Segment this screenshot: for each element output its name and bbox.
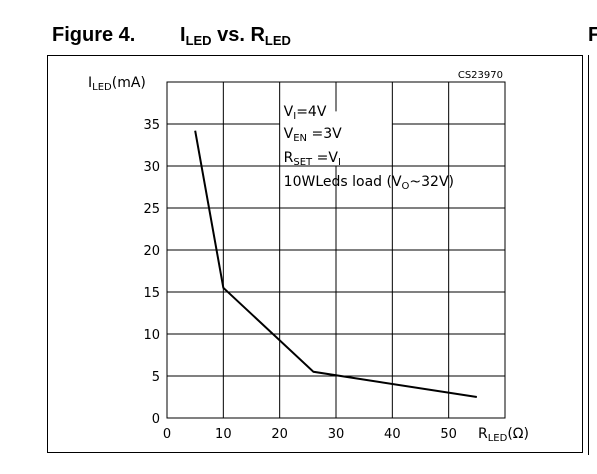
x-tick-label-50: 50 — [440, 427, 457, 442]
y-tick-label-10: 10 — [143, 328, 160, 343]
y-tick-label-0: 0 — [152, 412, 160, 427]
plot-border — [166, 81, 506, 419]
title-sub-led: LED — [185, 33, 212, 48]
annotation-line-4: 10WLeds load (VO~32V) — [284, 174, 454, 192]
figure-title: Figure 4. ILED vs. RLED — [52, 24, 291, 48]
figure-number: Figure 4. — [52, 24, 136, 46]
y-axis-label: ILED(mA) — [88, 75, 146, 93]
chart-code-label: CS23970 — [458, 70, 503, 81]
x-tick-label-0: 0 — [163, 427, 171, 442]
title-i: I — [180, 24, 186, 46]
y-tick-label-25: 25 — [143, 202, 160, 217]
y-tick-label-35: 35 — [143, 118, 160, 133]
y-tick-label-15: 15 — [143, 286, 160, 301]
x-tick-label-10: 10 — [215, 427, 232, 442]
chart-frame — [47, 55, 583, 453]
y-tick-label-5: 5 — [152, 370, 160, 385]
title-sub-led-2: LED — [264, 33, 291, 48]
y-tick-label-30: 30 — [143, 160, 160, 175]
title-vs-r: vs. R — [211, 24, 265, 46]
x-tick-label-40: 40 — [384, 427, 401, 442]
x-tick-label-20: 20 — [271, 427, 288, 442]
series-line-1 — [194, 130, 477, 398]
y-tick-label-20: 20 — [143, 244, 160, 259]
annotation-line-3: RSET =VI — [284, 150, 341, 168]
x-tick-label-30: 30 — [328, 427, 345, 442]
annotation-line-2: VEN =3V — [284, 126, 342, 144]
annotation-line-1: VI=4V — [284, 104, 327, 122]
next-figure-letter: F — [588, 24, 597, 46]
x-axis-label: RLED(Ω) — [478, 426, 529, 444]
right-frame-rule — [588, 55, 589, 455]
